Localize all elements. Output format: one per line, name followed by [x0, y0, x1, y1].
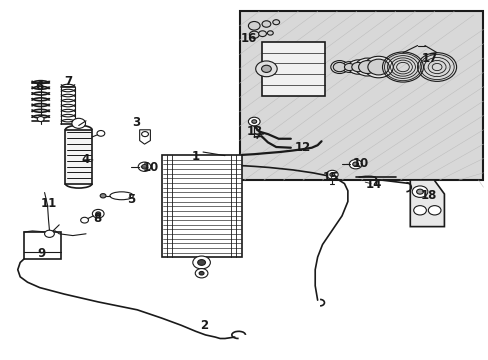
Circle shape [81, 217, 88, 223]
Circle shape [197, 260, 205, 265]
Text: 8: 8 [93, 212, 101, 225]
Circle shape [199, 271, 203, 275]
Text: 3: 3 [132, 116, 140, 129]
Circle shape [142, 165, 147, 169]
Circle shape [341, 62, 356, 72]
Bar [261, 42, 325, 96]
Circle shape [195, 269, 207, 278]
Text: 5: 5 [127, 193, 135, 206]
Circle shape [262, 21, 270, 27]
Circle shape [44, 230, 54, 237]
Text: 14: 14 [365, 178, 381, 191]
Circle shape [352, 162, 358, 166]
Text: 10: 10 [142, 161, 159, 174]
Circle shape [363, 56, 392, 78]
Circle shape [326, 170, 337, 179]
Text: 1: 1 [191, 150, 200, 163]
Circle shape [249, 31, 259, 39]
Text: 17: 17 [421, 51, 437, 64]
Circle shape [348, 159, 361, 169]
Text: 10: 10 [352, 157, 368, 170]
Circle shape [332, 62, 345, 72]
Circle shape [411, 186, 427, 197]
Text: 16: 16 [240, 32, 256, 45]
Circle shape [413, 206, 426, 215]
Circle shape [142, 132, 148, 136]
Circle shape [427, 206, 440, 215]
Text: 9: 9 [37, 247, 45, 260]
Circle shape [251, 120, 256, 123]
Circle shape [354, 58, 379, 76]
Text: 6: 6 [35, 80, 43, 93]
Circle shape [100, 194, 106, 198]
Text: 7: 7 [64, 75, 72, 88]
Circle shape [255, 61, 277, 77]
Circle shape [330, 60, 347, 73]
Text: 13: 13 [246, 125, 263, 138]
Circle shape [329, 173, 334, 176]
Circle shape [416, 189, 423, 194]
Bar [24, 232, 61, 259]
Circle shape [248, 22, 260, 30]
Circle shape [344, 63, 353, 71]
Circle shape [192, 256, 210, 269]
Circle shape [37, 117, 44, 122]
Circle shape [351, 62, 364, 72]
Text: 12: 12 [294, 141, 310, 154]
Circle shape [367, 59, 388, 75]
Circle shape [358, 60, 375, 73]
Polygon shape [140, 130, 150, 144]
Circle shape [347, 60, 367, 74]
Bar [239, 12, 483, 180]
Circle shape [258, 31, 266, 37]
Text: 2: 2 [200, 319, 208, 332]
Text: 15: 15 [323, 171, 339, 184]
Circle shape [96, 212, 101, 216]
Polygon shape [409, 180, 444, 226]
Text: 4: 4 [81, 153, 90, 166]
Circle shape [272, 20, 279, 25]
Circle shape [267, 31, 273, 35]
Circle shape [248, 117, 260, 126]
Circle shape [97, 131, 104, 136]
Text: 18: 18 [420, 189, 436, 202]
Circle shape [72, 118, 85, 129]
Circle shape [92, 210, 104, 218]
Bar [161, 155, 242, 257]
Circle shape [138, 162, 151, 171]
Circle shape [261, 65, 271, 72]
Bar [65, 130, 92, 184]
Ellipse shape [110, 192, 133, 200]
Text: 11: 11 [41, 197, 57, 210]
